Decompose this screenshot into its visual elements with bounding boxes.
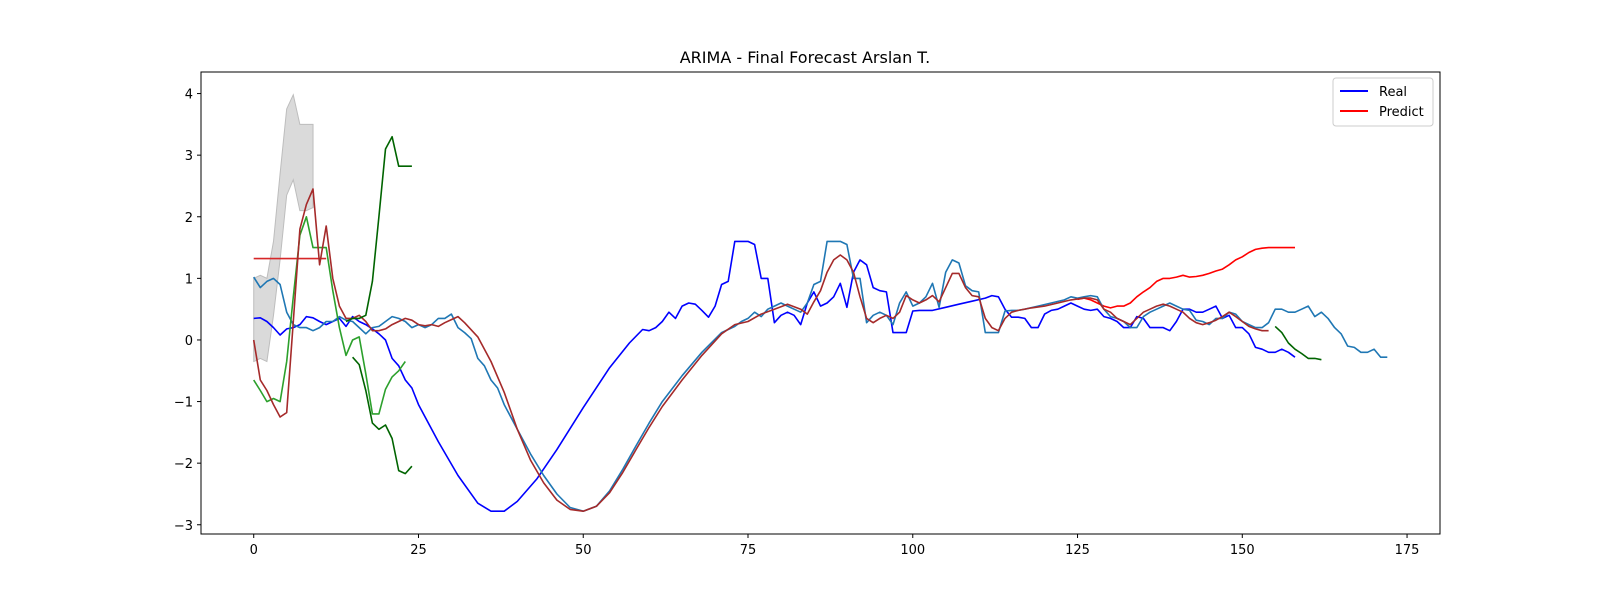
plot-area (252, 93, 1388, 512)
chart-title: ARIMA - Final Forecast Arslan T. (680, 48, 931, 67)
series-line-7 (352, 356, 413, 475)
y-tick-label: −3 (174, 519, 193, 534)
series-line-8 (1274, 325, 1322, 361)
series-line-6 (345, 135, 412, 323)
x-tick-label: 25 (410, 543, 427, 558)
x-tick-label: 50 (575, 543, 592, 558)
y-tick-label: 0 (185, 334, 193, 349)
x-tick-label: 175 (1395, 543, 1420, 558)
y-tick-label: −1 (174, 396, 193, 411)
series-line-predict (1077, 246, 1295, 309)
x-axis: 0 25 50 75 100 125 150 175 (250, 534, 1420, 558)
x-tick-label: 0 (250, 543, 258, 558)
y-tick-label: 1 (185, 272, 193, 287)
x-tick-label: 125 (1065, 543, 1090, 558)
x-tick-label: 75 (740, 543, 757, 558)
confidence-band (253, 93, 314, 363)
plot-frame (200, 71, 1441, 535)
x-tick-label: 100 (900, 543, 925, 558)
series-line-real (253, 240, 1296, 512)
legend: Real Predict (1332, 77, 1434, 127)
legend-label-predict: Predict (1379, 105, 1424, 120)
y-tick-label: 2 (185, 211, 193, 226)
series-line-3 (253, 216, 406, 415)
x-tick-label: 150 (1230, 543, 1255, 558)
legend-label-real: Real (1379, 85, 1407, 100)
y-tick-label: −2 (174, 457, 193, 472)
series-line-5 (252, 188, 1269, 512)
y-tick-label: 3 (185, 149, 193, 164)
y-axis: −3 −2 −1 0 1 2 3 4 (174, 88, 201, 534)
y-tick-label: 4 (185, 88, 193, 103)
